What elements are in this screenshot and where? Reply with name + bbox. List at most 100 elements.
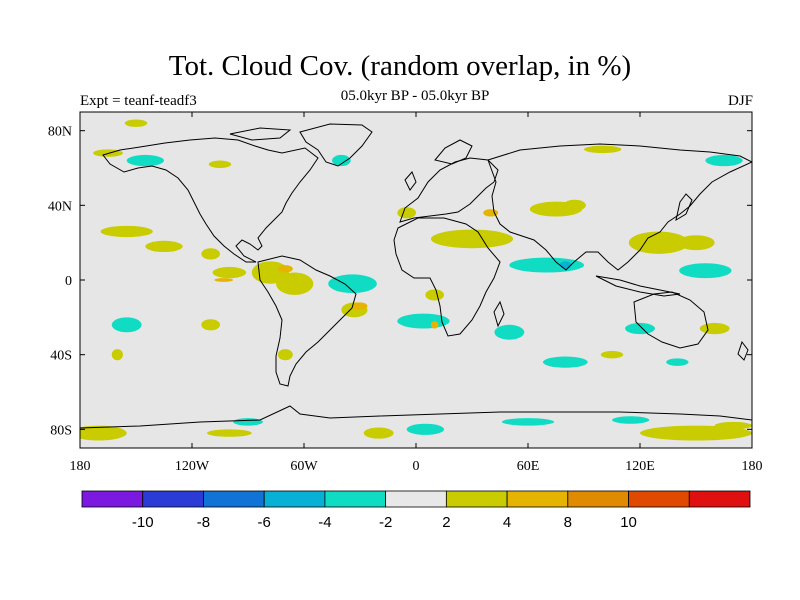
anomaly-region bbox=[483, 209, 499, 217]
anomaly-region bbox=[233, 418, 263, 426]
anomaly-region bbox=[542, 356, 588, 368]
colorbar-swatch bbox=[688, 490, 751, 508]
anomaly-region bbox=[563, 199, 586, 211]
anomaly-region bbox=[276, 272, 314, 295]
coastline-asia bbox=[487, 143, 752, 271]
anomaly-region bbox=[406, 423, 445, 435]
lat-tick-label: 80N bbox=[48, 125, 72, 140]
lon-tick-label: 60W bbox=[290, 459, 318, 474]
anomaly-region bbox=[397, 207, 416, 219]
coastline-greenland bbox=[299, 123, 373, 167]
anomaly-region bbox=[430, 229, 514, 249]
colorbar-swatch bbox=[506, 490, 569, 508]
lat-tick-label: 40S bbox=[50, 349, 72, 364]
coastline-europe bbox=[399, 157, 499, 223]
experiment-label: Expt = teanf-teadf3 bbox=[80, 93, 197, 109]
coastline-arctic-islands bbox=[229, 127, 292, 141]
colorbar-label: -10 bbox=[132, 514, 154, 531]
anomaly-region bbox=[600, 350, 624, 359]
anomaly-region bbox=[584, 145, 622, 154]
anomaly-region bbox=[100, 225, 153, 238]
coastline-australia bbox=[633, 291, 709, 349]
lat-tick-label: 40N bbox=[48, 199, 72, 214]
coastline-britain bbox=[404, 171, 417, 191]
anomaly-region bbox=[677, 235, 715, 251]
anomaly-region bbox=[277, 265, 293, 273]
anomaly-region bbox=[705, 154, 743, 167]
anomaly-region bbox=[208, 160, 232, 168]
anomaly-region bbox=[679, 263, 732, 279]
anomaly-region bbox=[612, 416, 650, 424]
colorbar-swatch bbox=[263, 490, 326, 508]
anomaly-region bbox=[509, 257, 584, 273]
lon-tick-label: 120E bbox=[625, 459, 655, 474]
axis-ticks: 180 120W 60W 0 60E 120E 180 80N 40N 0 40S 80S bbox=[48, 112, 763, 474]
anomaly-region bbox=[111, 349, 123, 361]
anomaly-region bbox=[124, 119, 148, 127]
anomaly-regions bbox=[80, 119, 752, 441]
anomaly-region bbox=[714, 421, 752, 430]
lat-tick-label: 80S bbox=[50, 423, 72, 438]
colorbar-label: 4 bbox=[503, 514, 511, 531]
anomaly-region bbox=[699, 322, 730, 335]
colorbar-label: -4 bbox=[318, 514, 331, 531]
anomaly-region bbox=[494, 324, 525, 340]
colorbar-swatch bbox=[385, 490, 447, 508]
coastlines bbox=[80, 123, 752, 429]
anomaly-region bbox=[363, 427, 394, 439]
colorbar-swatch bbox=[142, 490, 204, 508]
colorbar-label: 10 bbox=[620, 514, 637, 531]
anomaly-region bbox=[126, 154, 164, 167]
colorbar-swatch bbox=[324, 490, 387, 508]
anomaly-region bbox=[332, 154, 351, 167]
coastline-africa bbox=[393, 217, 501, 337]
anomaly-region bbox=[501, 418, 555, 426]
lat-tick-label: 0 bbox=[65, 274, 72, 289]
colorbar-swatch bbox=[203, 490, 265, 508]
season-label: DJF bbox=[727, 93, 753, 109]
anomaly-region bbox=[430, 321, 439, 329]
colorbar-swatch bbox=[628, 490, 690, 508]
colorbar-label: 2 bbox=[442, 514, 450, 531]
anomaly-region bbox=[201, 248, 221, 260]
lon-tick-label: 180 bbox=[742, 459, 763, 474]
colorbar-label: -2 bbox=[379, 514, 392, 531]
anomaly-region bbox=[206, 429, 252, 437]
anomaly-region bbox=[111, 317, 142, 333]
anomaly-region bbox=[212, 266, 247, 279]
anomaly-region bbox=[625, 322, 655, 335]
colorbar-label: -6 bbox=[258, 514, 271, 531]
anomaly-region bbox=[277, 349, 293, 361]
colorbar-swatch bbox=[81, 490, 144, 508]
anomaly-region bbox=[201, 319, 221, 331]
coastline-madagascar bbox=[493, 300, 505, 328]
coastline-japan bbox=[675, 193, 693, 222]
anomaly-region bbox=[628, 231, 689, 254]
lon-tick-label: 120W bbox=[175, 459, 210, 474]
anomaly-region bbox=[425, 289, 444, 301]
colorbar-label: 8 bbox=[564, 514, 572, 531]
coastline-new-zealand bbox=[737, 340, 749, 361]
anomaly-region bbox=[145, 240, 183, 252]
anomaly-region bbox=[80, 425, 127, 441]
lon-tick-label: 180 bbox=[70, 459, 91, 474]
anomaly-region bbox=[666, 358, 689, 366]
chart-subtitle: 05.0kyr BP - 05.0kyr BP bbox=[340, 88, 490, 104]
colorbar-swatch bbox=[567, 490, 629, 508]
anomaly-region bbox=[559, 261, 571, 269]
anomaly-region bbox=[328, 274, 377, 294]
coastline-antarctica bbox=[80, 405, 752, 429]
coastline-south-america bbox=[257, 255, 357, 387]
chart-title: Tot. Cloud Cov. (random overlap, in %) bbox=[168, 50, 632, 82]
colorbar-label: -8 bbox=[197, 514, 210, 531]
lon-tick-label: 60E bbox=[517, 459, 540, 474]
anomaly-region bbox=[640, 425, 752, 441]
map-background bbox=[80, 112, 752, 448]
coastline-indonesia bbox=[595, 275, 681, 297]
lon-tick-label: 0 bbox=[413, 459, 420, 474]
anomaly-region bbox=[214, 278, 234, 282]
coastline-scandinavia bbox=[434, 139, 473, 165]
colorbar-swatch bbox=[445, 490, 508, 508]
colorbar: -10 -8 -6 -4 -2 2 4 8 10 bbox=[81, 490, 751, 531]
